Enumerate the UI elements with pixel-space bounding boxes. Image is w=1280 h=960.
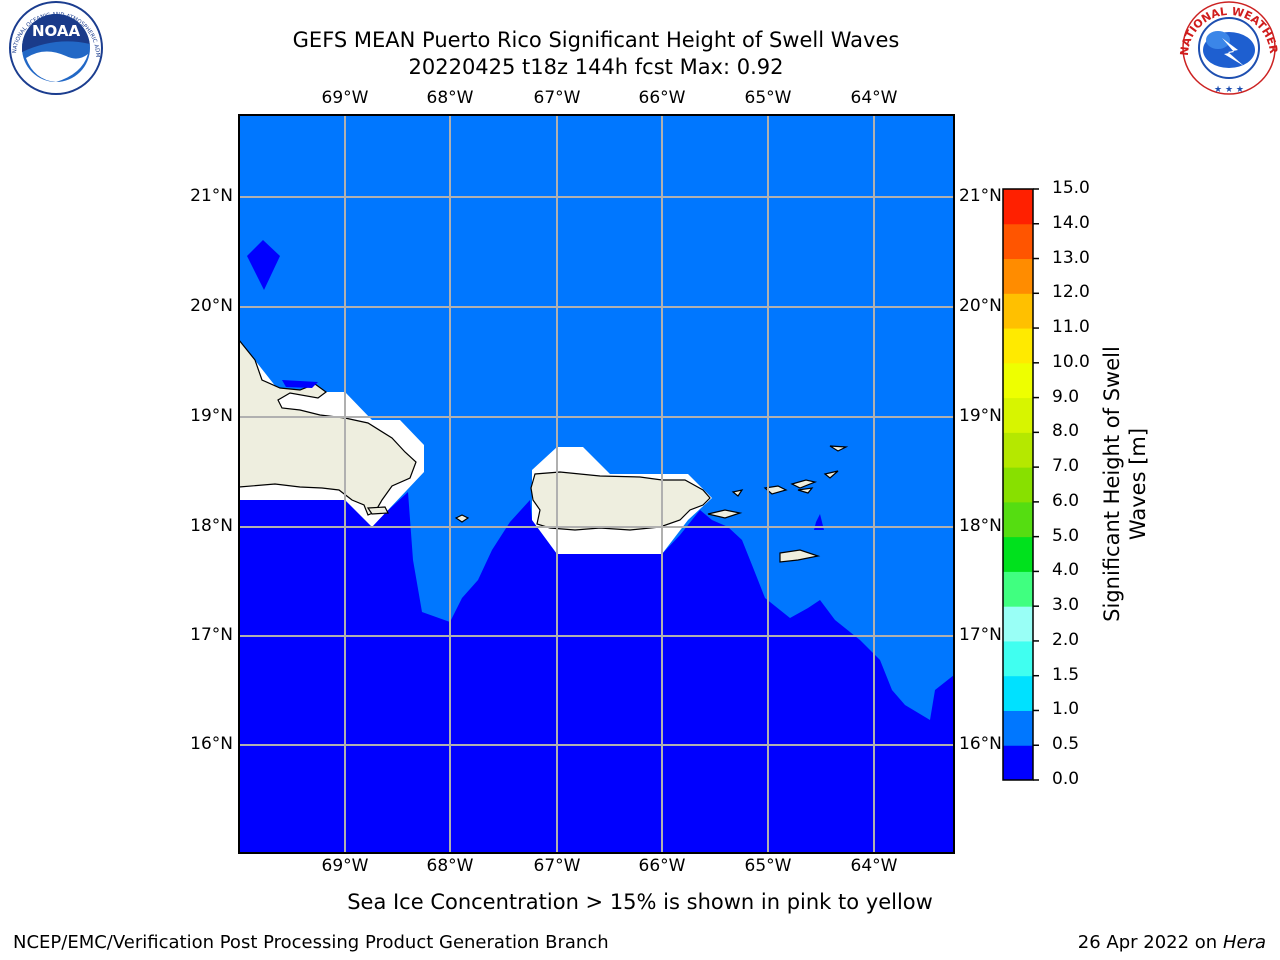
colorbar-level-label: 4.0: [1052, 560, 1080, 581]
footer-date-text: 26 Apr 2022 on: [1077, 932, 1223, 953]
lat-label-left-20n: 20°N: [190, 296, 233, 316]
lat-label-left-19n: 19°N: [190, 406, 233, 426]
svg-text:NATIONAL WEATHER SERVICE: NATIONAL WEATHER SERVICE: [0, 0, 1280, 58]
puerto-rico-land: [530, 471, 711, 531]
colorbar-level-label: 7.0: [1052, 456, 1080, 477]
colorbar-swatch: [1003, 258, 1033, 294]
lon-label-bottom-66w: 66°W: [638, 856, 686, 876]
colorbar-level-label: 12.0: [1052, 282, 1090, 303]
colorbar-level-label: 8.0: [1052, 421, 1080, 442]
colorbar-swatch: [1003, 675, 1033, 711]
lon-label-top-66w: 66°W: [638, 88, 686, 108]
graticule: [239, 115, 954, 853]
colorbar-title-line1: Significant Height of Swell: [1100, 346, 1124, 622]
lat-label-right-18n: 18°N: [959, 516, 1002, 536]
colorbar-ticks: [1033, 188, 1039, 781]
lat-label-left-17n: 17°N: [190, 625, 233, 645]
colorbar-swatch: [1003, 397, 1033, 433]
colorbar-level-label: 14.0: [1052, 212, 1090, 233]
map-frame: [238, 114, 955, 854]
colorbar-swatch: [1003, 293, 1033, 329]
map-subtitle: 20220425 t18z 144h fcst Max: 0.92: [408, 55, 784, 79]
lon-label-top-67w: 67°W: [533, 88, 581, 108]
lat-label-left-16n: 16°N: [190, 734, 233, 754]
colorbar-level-label: 0.0: [1052, 769, 1080, 789]
colorbar-swatch: [1003, 328, 1033, 364]
colorbar-level-label: 5.0: [1052, 525, 1080, 546]
colorbar-level-label: 1.5: [1052, 664, 1080, 685]
colorbar-swatch: [1003, 189, 1033, 225]
lon-label-bottom-68w: 68°W: [426, 856, 474, 876]
colorbar-level-label: 13.0: [1052, 247, 1090, 268]
lon-label-top-69w: 69°W: [321, 88, 369, 108]
colorbar-swatch: [1003, 223, 1033, 260]
colorbar-swatch: [1003, 571, 1033, 607]
footer-branch: NCEP/EMC/Verification Post Processing Pr…: [13, 932, 609, 953]
colorbar-level-label: 1.0: [1052, 699, 1080, 720]
lat-label-left-18n: 18°N: [190, 516, 233, 536]
colorbar-level-label: 0.5: [1052, 734, 1080, 755]
colorbar-swatch: [1003, 640, 1033, 677]
footer-machine: Hera: [1222, 932, 1266, 953]
lon-label-top-65w: 65°W: [744, 88, 792, 108]
colorbar-frame: [1002, 188, 1034, 781]
lon-label-bottom-67w: 67°W: [533, 856, 581, 876]
noaa-logo: NOAA NATIONAL OCEANIC AND ATMOSPHERIC AD…: [0, 0, 103, 95]
lat-label-right-20n: 20°N: [959, 296, 1002, 316]
colorbar-level-label: 6.0: [1052, 490, 1080, 511]
colorbar-title-line2: Waves [m]: [1126, 427, 1150, 541]
colorbar-swatch: [1003, 710, 1033, 746]
sea-ice-caption: Sea Ice Concentration > 15% is shown in …: [347, 890, 933, 914]
lon-label-bottom-65w: 65°W: [744, 856, 792, 876]
deep-swell-patch-northwest: [247, 240, 280, 290]
nws-logo: NATIONAL WEATHER SERVICE ★ ★ ★: [0, 0, 1280, 95]
lat-label-left-21n: 21°N: [190, 186, 233, 206]
colorbar-swatch: [1003, 467, 1033, 503]
colorbar-level-label: 15.0: [1052, 178, 1090, 198]
lon-label-top-68w: 68°W: [426, 88, 474, 108]
lat-label-right-16n: 16°N: [959, 734, 1002, 754]
colorbar-swatch: [1003, 536, 1033, 572]
mona-island: [454, 514, 470, 523]
footer-date: 26 Apr 2022 on Hera: [1078, 932, 1266, 953]
deep-swell-patch-north-coast: [282, 380, 318, 388]
colorbar-swatch: [1003, 432, 1033, 468]
map-title: GEFS MEAN Puerto Rico Significant Height…: [292, 28, 900, 52]
colorbar-swatch: [1003, 606, 1033, 642]
colorbar-swatch: [1003, 501, 1033, 538]
lon-label-bottom-64w: 64°W: [850, 856, 898, 876]
colorbar-level-label: 2.0: [1052, 629, 1080, 650]
virgin-islands: [707, 445, 849, 563]
colorbar-level-label: 9.0: [1052, 386, 1080, 407]
colorbar-swatch: [1003, 745, 1033, 781]
colorbar-swatches: [1003, 189, 1033, 781]
colorbar-level-label: 10.0: [1052, 351, 1090, 372]
samana-islet: [366, 506, 389, 515]
svg-text:NOAA: NOAA: [32, 22, 81, 40]
svg-text:★ ★ ★: ★ ★ ★: [1214, 85, 1244, 95]
lon-label-bottom-69w: 69°W: [321, 856, 369, 876]
lon-label-top-64w: 64°W: [850, 88, 898, 108]
colorbar-swatch: [1003, 362, 1033, 399]
deep-swell-south: [239, 492, 954, 853]
colorbar-level-label: 3.0: [1052, 595, 1080, 616]
lat-label-right-19n: 19°N: [959, 406, 1002, 426]
lat-label-right-21n: 21°N: [959, 186, 1002, 206]
colorbar-level-label: 11.0: [1052, 317, 1090, 338]
lat-label-right-17n: 17°N: [959, 625, 1002, 645]
